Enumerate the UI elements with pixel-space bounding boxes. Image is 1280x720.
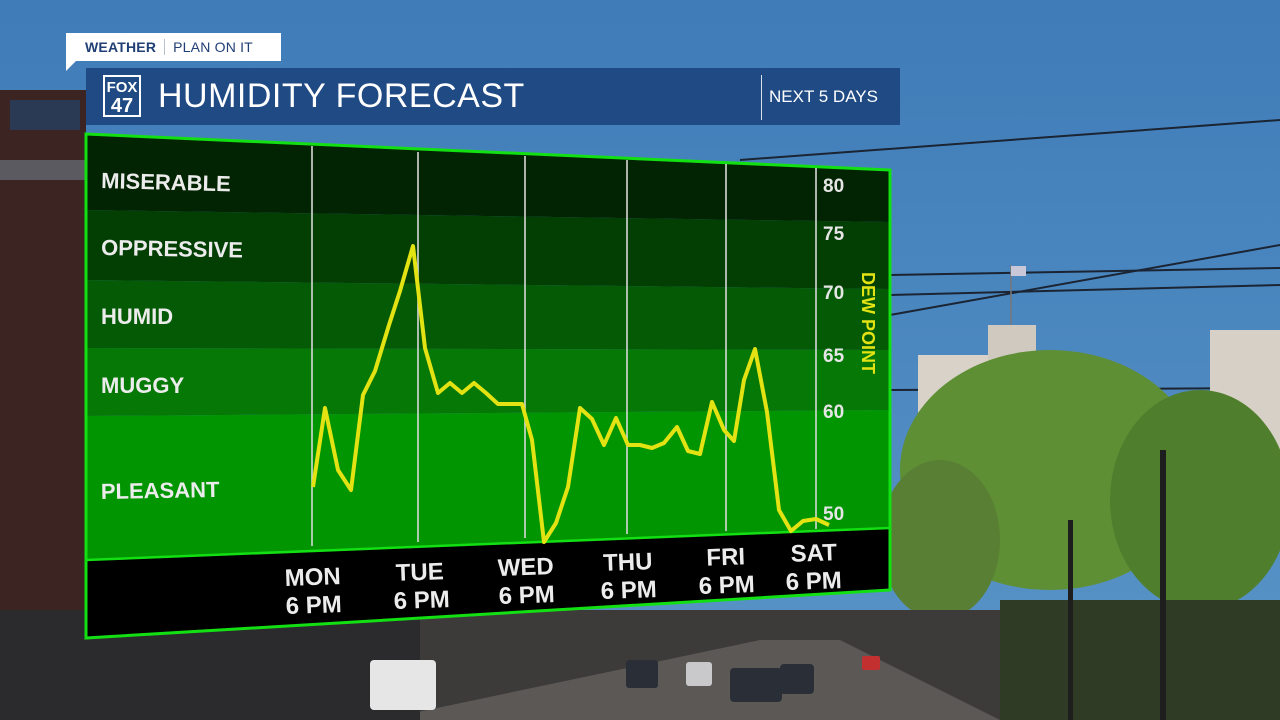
brand-tag-divider bbox=[164, 39, 166, 55]
y-tick-75: 75 bbox=[823, 224, 845, 245]
x-label-sat-time: 6 PM bbox=[785, 567, 842, 596]
band-label-oppressive: OPPRESSIVE bbox=[101, 235, 243, 262]
band-muggy bbox=[86, 348, 890, 416]
x-label-wed-time: 6 PM bbox=[498, 581, 555, 610]
y-tick-80: 80 bbox=[823, 176, 844, 197]
band-label-humid: HUMID bbox=[101, 304, 173, 329]
x-label-tue-time: 6 PM bbox=[393, 586, 450, 615]
fox47-logo-icon: FOX 47 bbox=[103, 75, 141, 117]
x-axis-band bbox=[86, 528, 890, 638]
band-oppressive bbox=[86, 210, 890, 289]
band-pleasant bbox=[86, 410, 890, 560]
page-subtitle: NEXT 5 DAYS bbox=[769, 87, 878, 106]
y-tick-65: 65 bbox=[823, 346, 845, 367]
logo-top-text: FOX bbox=[106, 79, 138, 96]
band-label-miserable: MISERABLE bbox=[101, 168, 231, 196]
x-label-mon-time: 6 PM bbox=[285, 591, 342, 620]
chart-border bbox=[84, 132, 892, 640]
x-label-thu-day: THU bbox=[603, 548, 653, 577]
band-label-pleasant: PLEASANT bbox=[101, 477, 221, 504]
brand-tag-slogan: PLAN ON IT bbox=[173, 39, 253, 55]
x-label-fri-day: FRI bbox=[706, 543, 746, 571]
x-label-fri-time: 6 PM bbox=[698, 571, 755, 600]
title-bar: FOX 47 HUMIDITY FORECAST NEXT 5 DAYS bbox=[86, 68, 900, 125]
band-miserable bbox=[86, 134, 890, 222]
y-tick-50: 50 bbox=[823, 504, 844, 525]
logo-bottom-text: 47 bbox=[110, 95, 134, 117]
brand-tag: WEATHER PLAN ON IT bbox=[66, 33, 281, 71]
x-label-sat-day: SAT bbox=[790, 539, 837, 568]
x-label-thu-time: 6 PM bbox=[600, 576, 657, 605]
y-tick-70: 70 bbox=[823, 283, 844, 304]
band-label-muggy: MUGGY bbox=[101, 373, 184, 398]
x-axis-labels: MON 6 PM TUE 6 PM WED 6 PM THU 6 PM FRI … bbox=[284, 539, 842, 620]
axis-band-border bbox=[85, 526, 891, 562]
y-tick-60: 60 bbox=[823, 402, 844, 423]
brand-tag-weather: WEATHER bbox=[85, 39, 157, 55]
page-title: HUMIDITY FORECAST bbox=[158, 77, 525, 115]
x-label-wed-day: WED bbox=[497, 553, 554, 582]
x-label-mon-day: MON bbox=[284, 563, 341, 592]
dew-point-line bbox=[311, 244, 830, 544]
x-label-tue-day: TUE bbox=[395, 558, 444, 587]
title-divider bbox=[761, 75, 762, 120]
band-humid bbox=[86, 280, 890, 350]
y-axis-label: DEW POINT bbox=[858, 272, 878, 374]
